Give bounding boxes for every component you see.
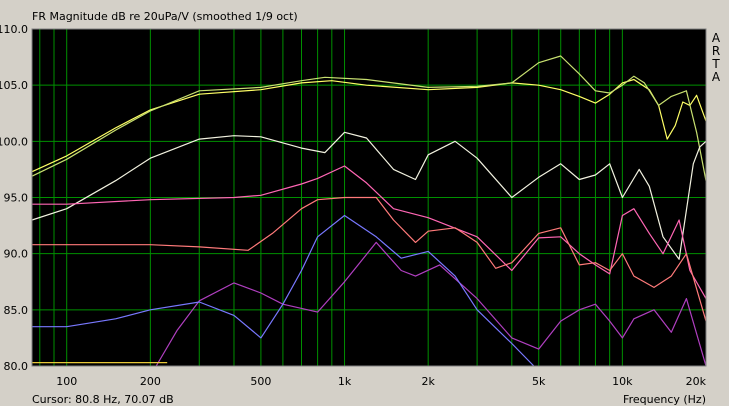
series-line-6 xyxy=(155,241,707,367)
x-axis-label: Frequency (Hz) xyxy=(623,393,706,406)
x-axis: 100 200 500 1k 2k 5k 10k 20k xyxy=(56,375,706,388)
brand-letter: R xyxy=(712,44,720,58)
y-tick-label: 90.0 xyxy=(4,248,29,261)
y-tick-label: 110.0 xyxy=(0,23,28,36)
series-line-5 xyxy=(32,196,707,322)
x-tick-label: 2k xyxy=(421,375,435,388)
series-line-3 xyxy=(31,131,707,260)
y-axis: 80.0 85.0 90.0 95.0 100.0 105.0 110.0 xyxy=(0,23,28,373)
x-tick-label: 500 xyxy=(250,375,271,388)
plot-border xyxy=(31,28,707,367)
series-line-4 xyxy=(32,165,707,299)
chart-title: FR Magnitude dB re 20uPa/V (smoothed 1/9… xyxy=(32,10,298,23)
x-tick-label: 1k xyxy=(338,375,352,388)
y-tick-label: 105.0 xyxy=(0,79,28,92)
brand-letter: A xyxy=(712,70,721,84)
y-tick-label: 100.0 xyxy=(0,135,28,148)
x-tick-label: 20k xyxy=(686,375,707,388)
x-tick-label: 10k xyxy=(612,375,633,388)
x-tick-label: 100 xyxy=(56,375,77,388)
x-tick-label: 200 xyxy=(140,375,161,388)
y-tick-label: 85.0 xyxy=(4,304,29,317)
x-tick-label: 5k xyxy=(532,375,546,388)
brand-letter: T xyxy=(711,57,720,71)
series-line-1 xyxy=(31,78,707,173)
series-line-2 xyxy=(31,55,707,181)
brand-letter: A xyxy=(712,31,721,45)
y-tick-label: 95.0 xyxy=(4,192,29,205)
series-line-7 xyxy=(32,214,535,367)
series-group xyxy=(31,55,707,367)
cursor-readout: Cursor: 80.8 Hz, 70.07 dB xyxy=(32,393,174,406)
y-tick-label: 80.0 xyxy=(4,360,29,373)
